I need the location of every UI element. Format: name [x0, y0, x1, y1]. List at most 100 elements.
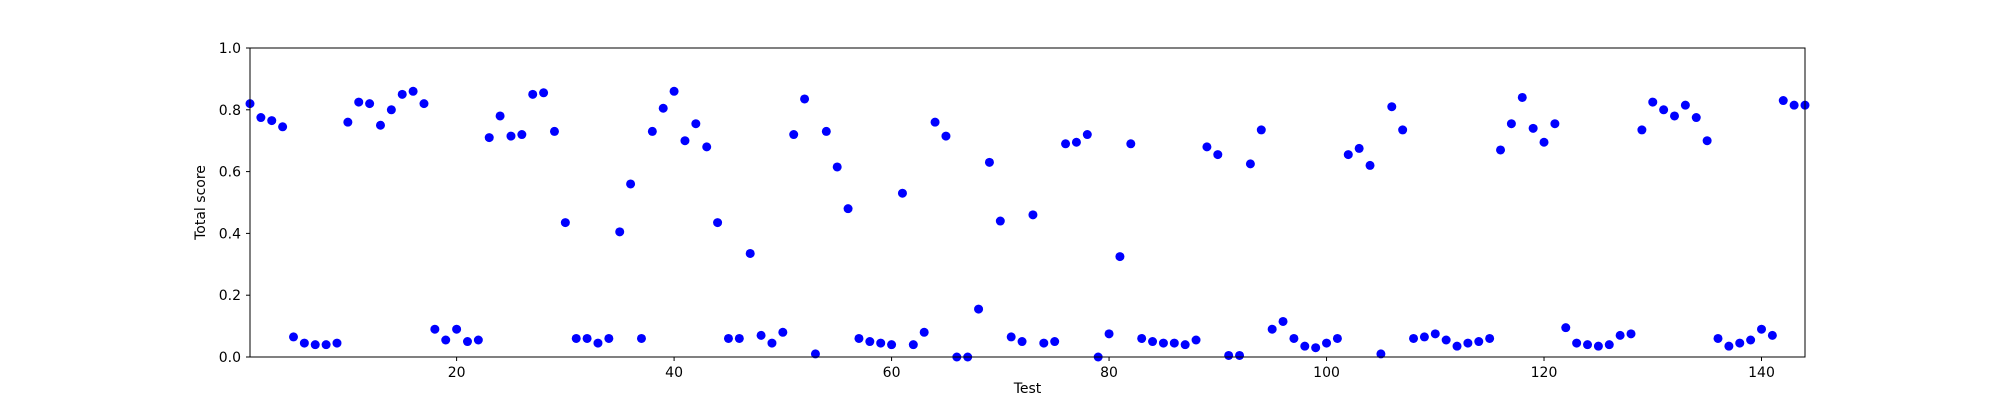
data-points — [245, 86, 1810, 362]
data-point — [756, 330, 766, 340]
data-point — [1180, 340, 1190, 350]
data-point — [332, 338, 342, 348]
data-point — [582, 333, 592, 343]
data-point — [419, 99, 429, 109]
data-point — [1615, 330, 1625, 340]
data-point — [1659, 105, 1669, 115]
data-point — [365, 99, 375, 109]
data-point — [1735, 338, 1745, 348]
data-point — [1463, 338, 1473, 348]
data-point — [1604, 340, 1614, 350]
data-point — [713, 218, 723, 228]
data-point — [723, 333, 733, 343]
data-point — [1050, 337, 1060, 347]
data-point — [571, 333, 581, 343]
data-point — [1224, 350, 1234, 360]
data-point — [1376, 349, 1386, 359]
data-point — [767, 338, 777, 348]
data-point — [1496, 145, 1506, 155]
data-point — [539, 88, 549, 98]
data-point — [669, 86, 679, 96]
y-tick-label: 1.0 — [219, 41, 241, 57]
x-tick-label: 20 — [448, 365, 466, 381]
data-point — [1028, 210, 1038, 220]
y-axis: 0.0 0.2 0.4 0.6 0.8 1.0 — [219, 41, 250, 366]
data-point — [517, 130, 527, 140]
data-point — [462, 337, 472, 347]
data-point — [343, 117, 353, 127]
data-point — [658, 103, 668, 113]
data-point — [506, 131, 516, 141]
data-point — [984, 157, 994, 167]
data-point — [1550, 119, 1560, 129]
data-point — [1289, 333, 1299, 343]
data-point — [495, 111, 505, 121]
data-point — [1409, 333, 1419, 343]
data-point — [1278, 316, 1288, 326]
data-point — [1572, 338, 1582, 348]
data-point — [1452, 341, 1462, 351]
data-point — [995, 216, 1005, 226]
data-point — [1039, 338, 1049, 348]
plot-area-frame — [249, 47, 1806, 358]
data-point — [267, 116, 277, 126]
data-point — [854, 333, 864, 343]
data-point — [256, 113, 266, 123]
x-tick-label: 100 — [1313, 365, 1340, 381]
data-point — [843, 204, 853, 214]
data-point — [1202, 142, 1212, 152]
x-axis: 20 40 60 80 100 120 140 — [448, 357, 1775, 381]
data-point — [604, 333, 614, 343]
data-point — [1724, 341, 1734, 351]
x-tick-label: 80 — [1100, 365, 1118, 381]
data-point — [354, 97, 364, 107]
data-point — [1506, 119, 1516, 129]
data-point — [930, 117, 940, 127]
data-point — [691, 119, 701, 129]
data-point — [1702, 136, 1712, 146]
data-point — [919, 327, 929, 337]
data-point — [321, 340, 331, 350]
data-point — [1691, 113, 1701, 123]
data-point — [1387, 102, 1397, 112]
data-point — [278, 122, 288, 132]
data-point — [1235, 350, 1245, 360]
data-point — [1354, 143, 1364, 153]
y-tick-label: 0.6 — [219, 165, 241, 181]
data-point — [887, 340, 897, 350]
data-point — [484, 133, 494, 143]
data-point — [941, 131, 951, 141]
data-point — [1061, 139, 1071, 149]
data-point — [430, 324, 440, 334]
data-point — [1539, 137, 1549, 147]
data-point — [1365, 160, 1375, 170]
x-axis-label: Test — [1013, 381, 1042, 397]
data-point — [1169, 338, 1179, 348]
data-point — [745, 248, 755, 258]
data-point — [441, 335, 451, 345]
data-point — [832, 162, 842, 172]
x-tick-label: 140 — [1748, 365, 1775, 381]
data-point — [1485, 333, 1495, 343]
data-point — [1757, 324, 1767, 334]
x-tick-label: 60 — [883, 365, 901, 381]
data-point — [1430, 329, 1440, 339]
data-point — [1300, 341, 1310, 351]
data-point — [821, 126, 831, 136]
data-point — [680, 136, 690, 146]
data-point — [1322, 338, 1332, 348]
data-point — [876, 338, 886, 348]
data-point — [1115, 252, 1125, 262]
data-point — [473, 335, 483, 345]
data-point — [810, 349, 820, 359]
data-point — [897, 188, 907, 198]
data-point — [1158, 338, 1168, 348]
data-point — [1746, 335, 1756, 345]
data-point — [1583, 340, 1593, 350]
data-point — [1561, 323, 1571, 333]
data-point — [1332, 333, 1342, 343]
data-point — [375, 120, 385, 130]
data-point — [789, 130, 799, 140]
data-point — [1245, 159, 1255, 169]
